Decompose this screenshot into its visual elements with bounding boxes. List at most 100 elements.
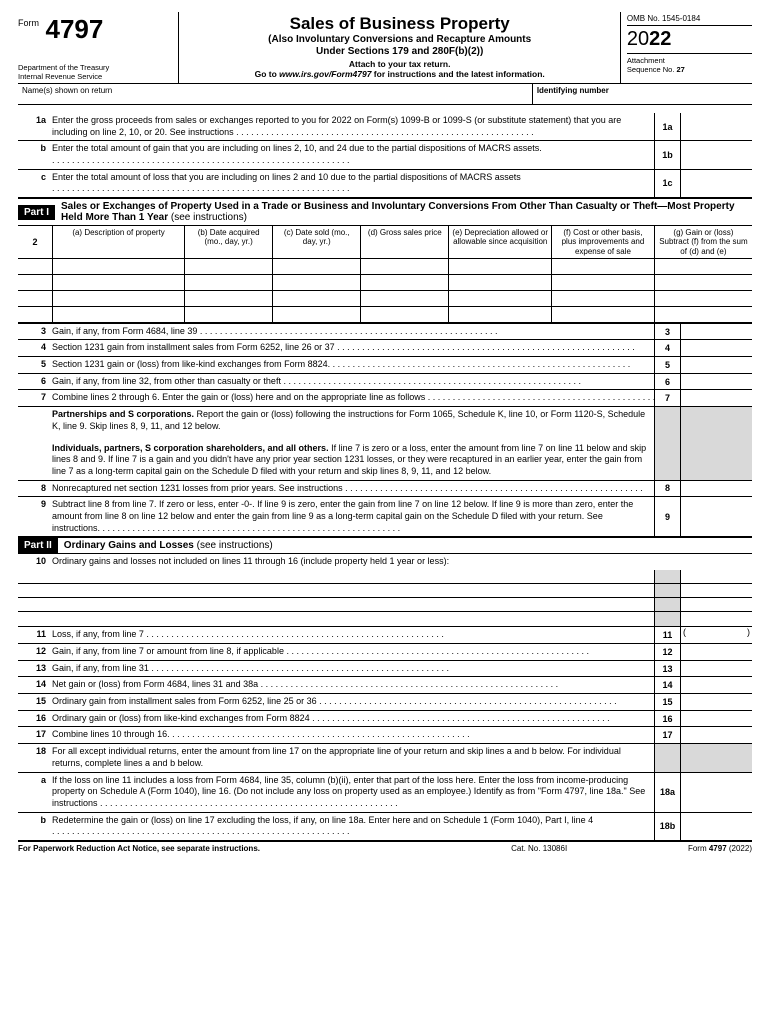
line-1a: 1a Enter the gross proceeds from sales o… <box>18 113 752 141</box>
line-17: 17Combine lines 10 through 16.17 <box>18 727 752 744</box>
paperwork-notice: For Paperwork Reduction Act Notice, see … <box>18 844 444 853</box>
line-1b-amount[interactable] <box>680 141 752 168</box>
list-item[interactable] <box>18 612 752 626</box>
line-10-rows <box>18 570 752 627</box>
identifying-number-label[interactable]: Identifying number <box>532 84 752 104</box>
list-item[interactable] <box>18 570 752 584</box>
col-e-header: (e) Depreciation allowed or allowable si… <box>448 226 551 258</box>
form-number: 4797 <box>46 14 104 45</box>
line-1a-box: 1a <box>654 113 680 140</box>
line-1b-desc: Enter the total amount of gain that you … <box>52 141 654 168</box>
dept-line-2: Internal Revenue Service <box>18 72 172 81</box>
line-8-amount[interactable] <box>680 481 752 497</box>
line-9: 9Subtract line 8 from line 7. If zero or… <box>18 497 752 537</box>
table-row[interactable] <box>18 291 752 307</box>
line-18b: bRedetermine the gain or (loss) on line … <box>18 813 752 841</box>
line-15: 15Ordinary gain from installment sales f… <box>18 694 752 711</box>
form-4797: Form 4797 Department of the Treasury Int… <box>0 0 770 865</box>
line-7-amount[interactable] <box>680 390 752 406</box>
line-11-amount[interactable] <box>680 627 752 643</box>
col-g-header: (g) Gain or (loss) Subtract (f) from the… <box>654 226 752 258</box>
line-1c-desc: Enter the total amount of loss that you … <box>52 170 654 197</box>
form-word: Form <box>18 18 39 28</box>
line-1b-box: 1b <box>654 141 680 168</box>
col-f-header: (f) Cost or other basis, plus improvemen… <box>551 226 654 258</box>
table-2-num: 2 <box>18 226 52 258</box>
part-2-title: Ordinary Gains and Losses (see instructi… <box>58 538 752 553</box>
line-13-amount[interactable] <box>680 661 752 677</box>
line-18b-amount[interactable] <box>680 813 752 840</box>
line-3-amount[interactable] <box>680 324 752 340</box>
line-1c-num: c <box>18 170 52 197</box>
table-row[interactable] <box>18 259 752 275</box>
line-1c-amount[interactable] <box>680 170 752 197</box>
line-6-amount[interactable] <box>680 374 752 390</box>
header-left: Form 4797 Department of the Treasury Int… <box>18 12 179 83</box>
attachment-seq: Attachment Sequence No. 27 <box>627 54 752 74</box>
table-2: 2 (a) Description of property (b) Date a… <box>18 226 752 324</box>
line-18a-amount[interactable] <box>680 773 752 812</box>
line-16-amount[interactable] <box>680 711 752 727</box>
line-3: 3Gain, if any, from Form 4684, line 393 <box>18 324 752 341</box>
col-b-header: (b) Date acquired (mo., day, yr.) <box>184 226 272 258</box>
form-ref: Form 4797 (2022) <box>635 844 752 853</box>
line-1b-num: b <box>18 141 52 168</box>
line-13: 13Gain, if any, from line 3113 <box>18 661 752 678</box>
line-7-para-a: Partnerships and S corporations. Report … <box>18 407 752 434</box>
col-c-header: (c) Date sold (mo., day, yr.) <box>272 226 360 258</box>
line-7: 7Combine lines 2 through 6. Enter the ga… <box>18 390 752 407</box>
form-title: Sales of Business Property <box>183 14 615 34</box>
line-4-amount[interactable] <box>680 340 752 356</box>
line-17-amount[interactable] <box>680 727 752 743</box>
tax-year: 2022 <box>627 26 752 54</box>
header: Form 4797 Department of the Treasury Int… <box>18 12 752 84</box>
catalog-number: Cat. No. 13086I <box>444 844 635 853</box>
part-2-header: Part II Ordinary Gains and Losses (see i… <box>18 537 752 554</box>
line-14: 14Net gain or (loss) from Form 4684, lin… <box>18 677 752 694</box>
table-row[interactable] <box>18 307 752 323</box>
omb-number: OMB No. 1545-0184 <box>627 14 752 26</box>
line-7-para-b: Individuals, partners, S corporation sha… <box>18 441 752 481</box>
line-1a-amount[interactable] <box>680 113 752 140</box>
line-15-amount[interactable] <box>680 694 752 710</box>
line-1a-num: 1a <box>18 113 52 140</box>
line-1a-desc: Enter the gross proceeds from sales or e… <box>52 113 654 140</box>
subtitle-1b: Under Sections 179 and 280F(b)(2)) <box>183 46 615 58</box>
line-9-amount[interactable] <box>680 497 752 536</box>
dept-line-1: Department of the Treasury <box>18 63 172 72</box>
goto-note: Go to www.irs.gov/Form4797 for instructi… <box>183 69 615 79</box>
list-item[interactable] <box>18 584 752 598</box>
line-16: 16Ordinary gain or (loss) from like-kind… <box>18 711 752 728</box>
line-5: 5Section 1231 gain or (loss) from like-k… <box>18 357 752 374</box>
subtitle-1a: (Also Involuntary Conversions and Recapt… <box>183 34 615 46</box>
header-center: Sales of Business Property (Also Involun… <box>179 12 619 83</box>
list-item[interactable] <box>18 598 752 612</box>
name-field-label[interactable]: Name(s) shown on return <box>18 84 532 104</box>
line-10: 10Ordinary gains and losses not included… <box>18 554 752 570</box>
line-18: 18For all except individual returns, ent… <box>18 744 752 772</box>
line-18a: aIf the loss on line 11 includes a loss … <box>18 773 752 813</box>
part-1-header: Part I Sales or Exchanges of Property Us… <box>18 198 752 226</box>
line-6: 6Gain, if any, from line 32, from other … <box>18 374 752 391</box>
department: Department of the Treasury Internal Reve… <box>18 63 172 81</box>
header-right: OMB No. 1545-0184 2022 Attachment Sequen… <box>620 12 752 83</box>
part-2-tag: Part II <box>18 538 58 553</box>
name-row: Name(s) shown on return Identifying numb… <box>18 84 752 105</box>
line-1c-box: 1c <box>654 170 680 197</box>
col-d-header: (d) Gross sales price <box>360 226 448 258</box>
line-14-amount[interactable] <box>680 677 752 693</box>
line-5-amount[interactable] <box>680 357 752 373</box>
line-8: 8Nonrecaptured net section 1231 losses f… <box>18 481 752 498</box>
table-row[interactable] <box>18 275 752 291</box>
line-4: 4Section 1231 gain from installment sale… <box>18 340 752 357</box>
line-12-amount[interactable] <box>680 644 752 660</box>
col-a-header: (a) Description of property <box>52 226 184 258</box>
footer: For Paperwork Reduction Act Notice, see … <box>18 841 752 853</box>
line-12: 12Gain, if any, from line 7 or amount fr… <box>18 644 752 661</box>
line-1c: c Enter the total amount of loss that yo… <box>18 170 752 198</box>
part-1-title: Sales or Exchanges of Property Used in a… <box>55 199 752 225</box>
line-11: 11Loss, if any, from line 711 <box>18 627 752 644</box>
table-2-header: 2 (a) Description of property (b) Date a… <box>18 226 752 259</box>
line-1b: b Enter the total amount of gain that yo… <box>18 141 752 169</box>
attach-note: Attach to your tax return. <box>183 59 615 69</box>
